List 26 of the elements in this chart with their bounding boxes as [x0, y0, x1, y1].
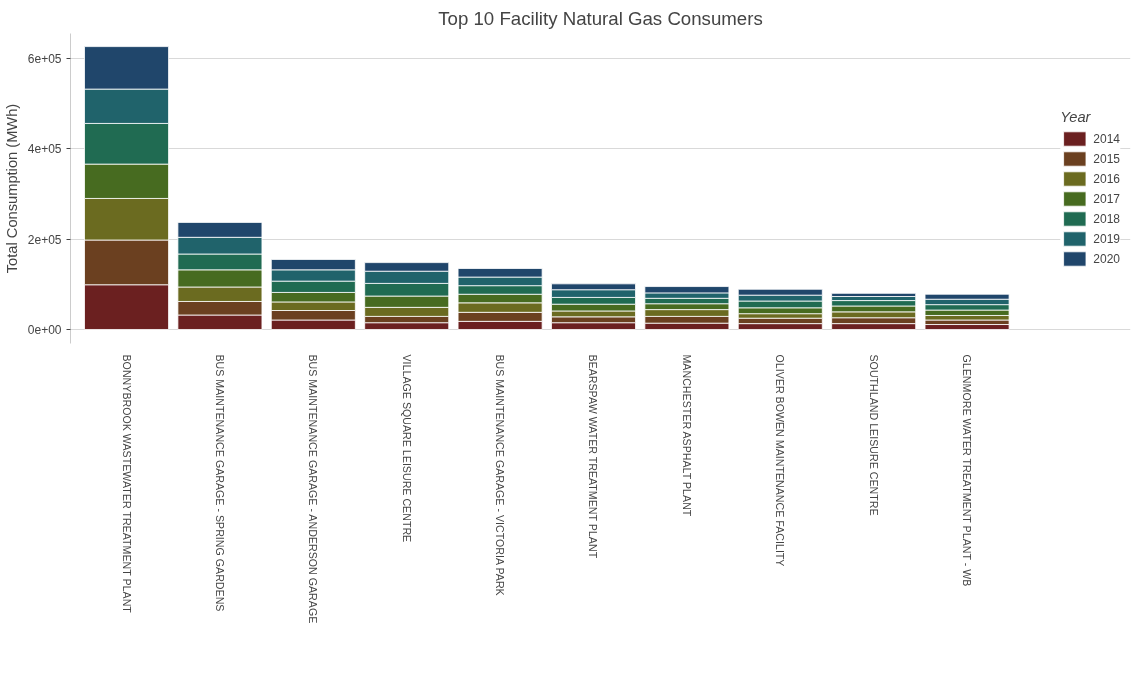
legend-label: 2020	[1093, 251, 1120, 266]
legend-label: 2017	[1093, 191, 1120, 206]
x-tick-label: VILLAGE SQUARE LEISURE CENTRE	[400, 354, 413, 543]
legend-label: 2016	[1093, 171, 1120, 186]
y-tick-label: 2e+05	[27, 232, 62, 247]
legend-label: 2019	[1093, 231, 1120, 246]
x-tick-label: OLIVER BOWEN MAINTENANCE FACILITY	[774, 354, 787, 567]
legend-title: Year	[1060, 108, 1092, 125]
x-tick-label: GLENMORE WATER TREATMENT PLANT - WB	[961, 354, 974, 587]
y-tick-label: 6e+05	[27, 51, 62, 66]
chart-title: Top 10 Facility Natural Gas Consumers	[438, 7, 763, 29]
legend-label: 2018	[1093, 211, 1120, 226]
x-tick-label: MANCHESTER ASPHALT PLANT	[680, 354, 693, 517]
legend-label: 2014	[1093, 131, 1120, 146]
x-tick-label: BUS MAINTENANCE GARAGE - VICTORIA PARK	[494, 354, 507, 596]
x-tick-label: BUS MAINTENANCE GARAGE - SPRING GARDENS	[213, 354, 226, 612]
bar	[737, 323, 823, 330]
x-tick-label: BUS MAINTENANCE GARAGE - ANDERSON GARAGE	[307, 354, 320, 624]
y-tick-label: 0e+00	[27, 322, 62, 337]
x-tick-label: SOUTHLAND LEISURE CENTRE	[867, 354, 880, 516]
bar	[831, 292, 917, 297]
x-tick-label: BEARSPAW WATER TREATMENT PLANT	[587, 354, 600, 559]
legend-label: 2015	[1093, 151, 1120, 166]
y-axis-title: Total Consumption (MWh)	[3, 103, 20, 274]
y-tick-label: 4e+05	[27, 142, 62, 157]
x-tick-label: BONNYBROOK WASTEWATER TREATMENT PLANT	[120, 354, 133, 614]
